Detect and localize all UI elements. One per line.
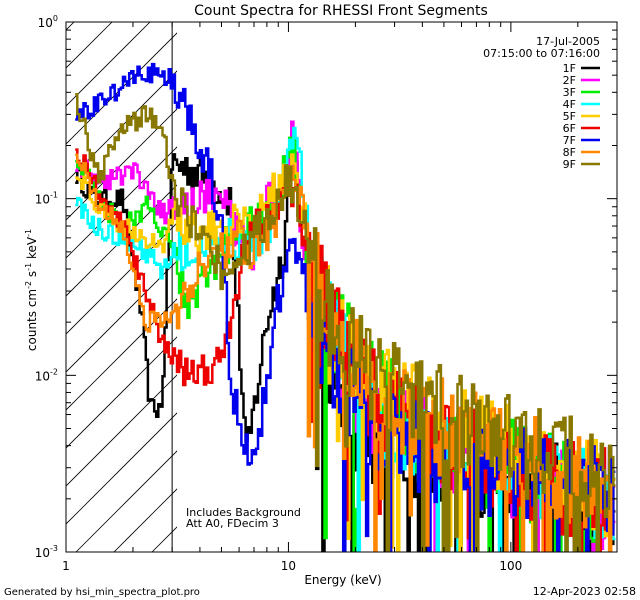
- series-7f: [75, 62, 616, 552]
- y-tick-labels: 100 10-1 10-2 10-3: [35, 14, 58, 560]
- hatch-line: [66, 412, 177, 525]
- x-axis-label: Energy (keV): [304, 573, 381, 587]
- y-tick-label: 10-1: [35, 191, 58, 207]
- annotation-attenuator: Att A0, FDecim 3: [186, 517, 279, 530]
- legend-date: 17-Jul-2005: [536, 35, 600, 48]
- legend-label-8f: 8F: [563, 146, 576, 159]
- series-9f: [75, 92, 616, 552]
- axis-ticks: [65, 21, 618, 553]
- legend-label-6f: 6F: [563, 122, 576, 135]
- legend-label-1f: 1F: [563, 62, 576, 75]
- footer-timestamp: 12-Apr-2023 02:58: [533, 585, 636, 598]
- hatch-line: [66, 70, 177, 183]
- y-tick-label: 100: [38, 14, 58, 30]
- hatch-line: [66, 374, 177, 487]
- legend-label-3f: 3F: [563, 86, 576, 99]
- legend-label-9f: 9F: [563, 158, 576, 171]
- legend-time-range: 07:15:00 to 07:16:00: [483, 47, 600, 60]
- x-tick-label: 100: [499, 559, 522, 573]
- hatch-line: [66, 184, 177, 297]
- y-tick-label: 10-3: [35, 544, 58, 560]
- footer-generated-by: Generated by hsi_min_spectra_plot.pro: [4, 587, 200, 598]
- plot-frame: [65, 21, 618, 553]
- x-tick-label: 10: [281, 559, 296, 573]
- legend-label-5f: 5F: [563, 110, 576, 123]
- hatch-line: [75, 450, 177, 552]
- series-layer: [75, 62, 616, 552]
- hatch-line: [66, 222, 177, 335]
- annotation-background: Includes Background: [186, 506, 301, 519]
- y-axis-label: counts cm-2 s-1 keV-1: [24, 229, 39, 351]
- series-8f: [75, 153, 616, 552]
- hatch-line: [66, 32, 177, 145]
- chart-title: Count Spectra for RHESSI Front Segments: [194, 3, 488, 19]
- legend-label-4f: 4F: [563, 98, 576, 111]
- x-tick-label: 1: [62, 559, 70, 573]
- legend-label-7f: 7F: [563, 134, 576, 147]
- legend-label-2f: 2F: [563, 74, 576, 87]
- hatch-line: [66, 22, 151, 107]
- y-tick-label: 10-2: [35, 367, 58, 383]
- x-tick-labels: 1 10 100: [62, 559, 522, 573]
